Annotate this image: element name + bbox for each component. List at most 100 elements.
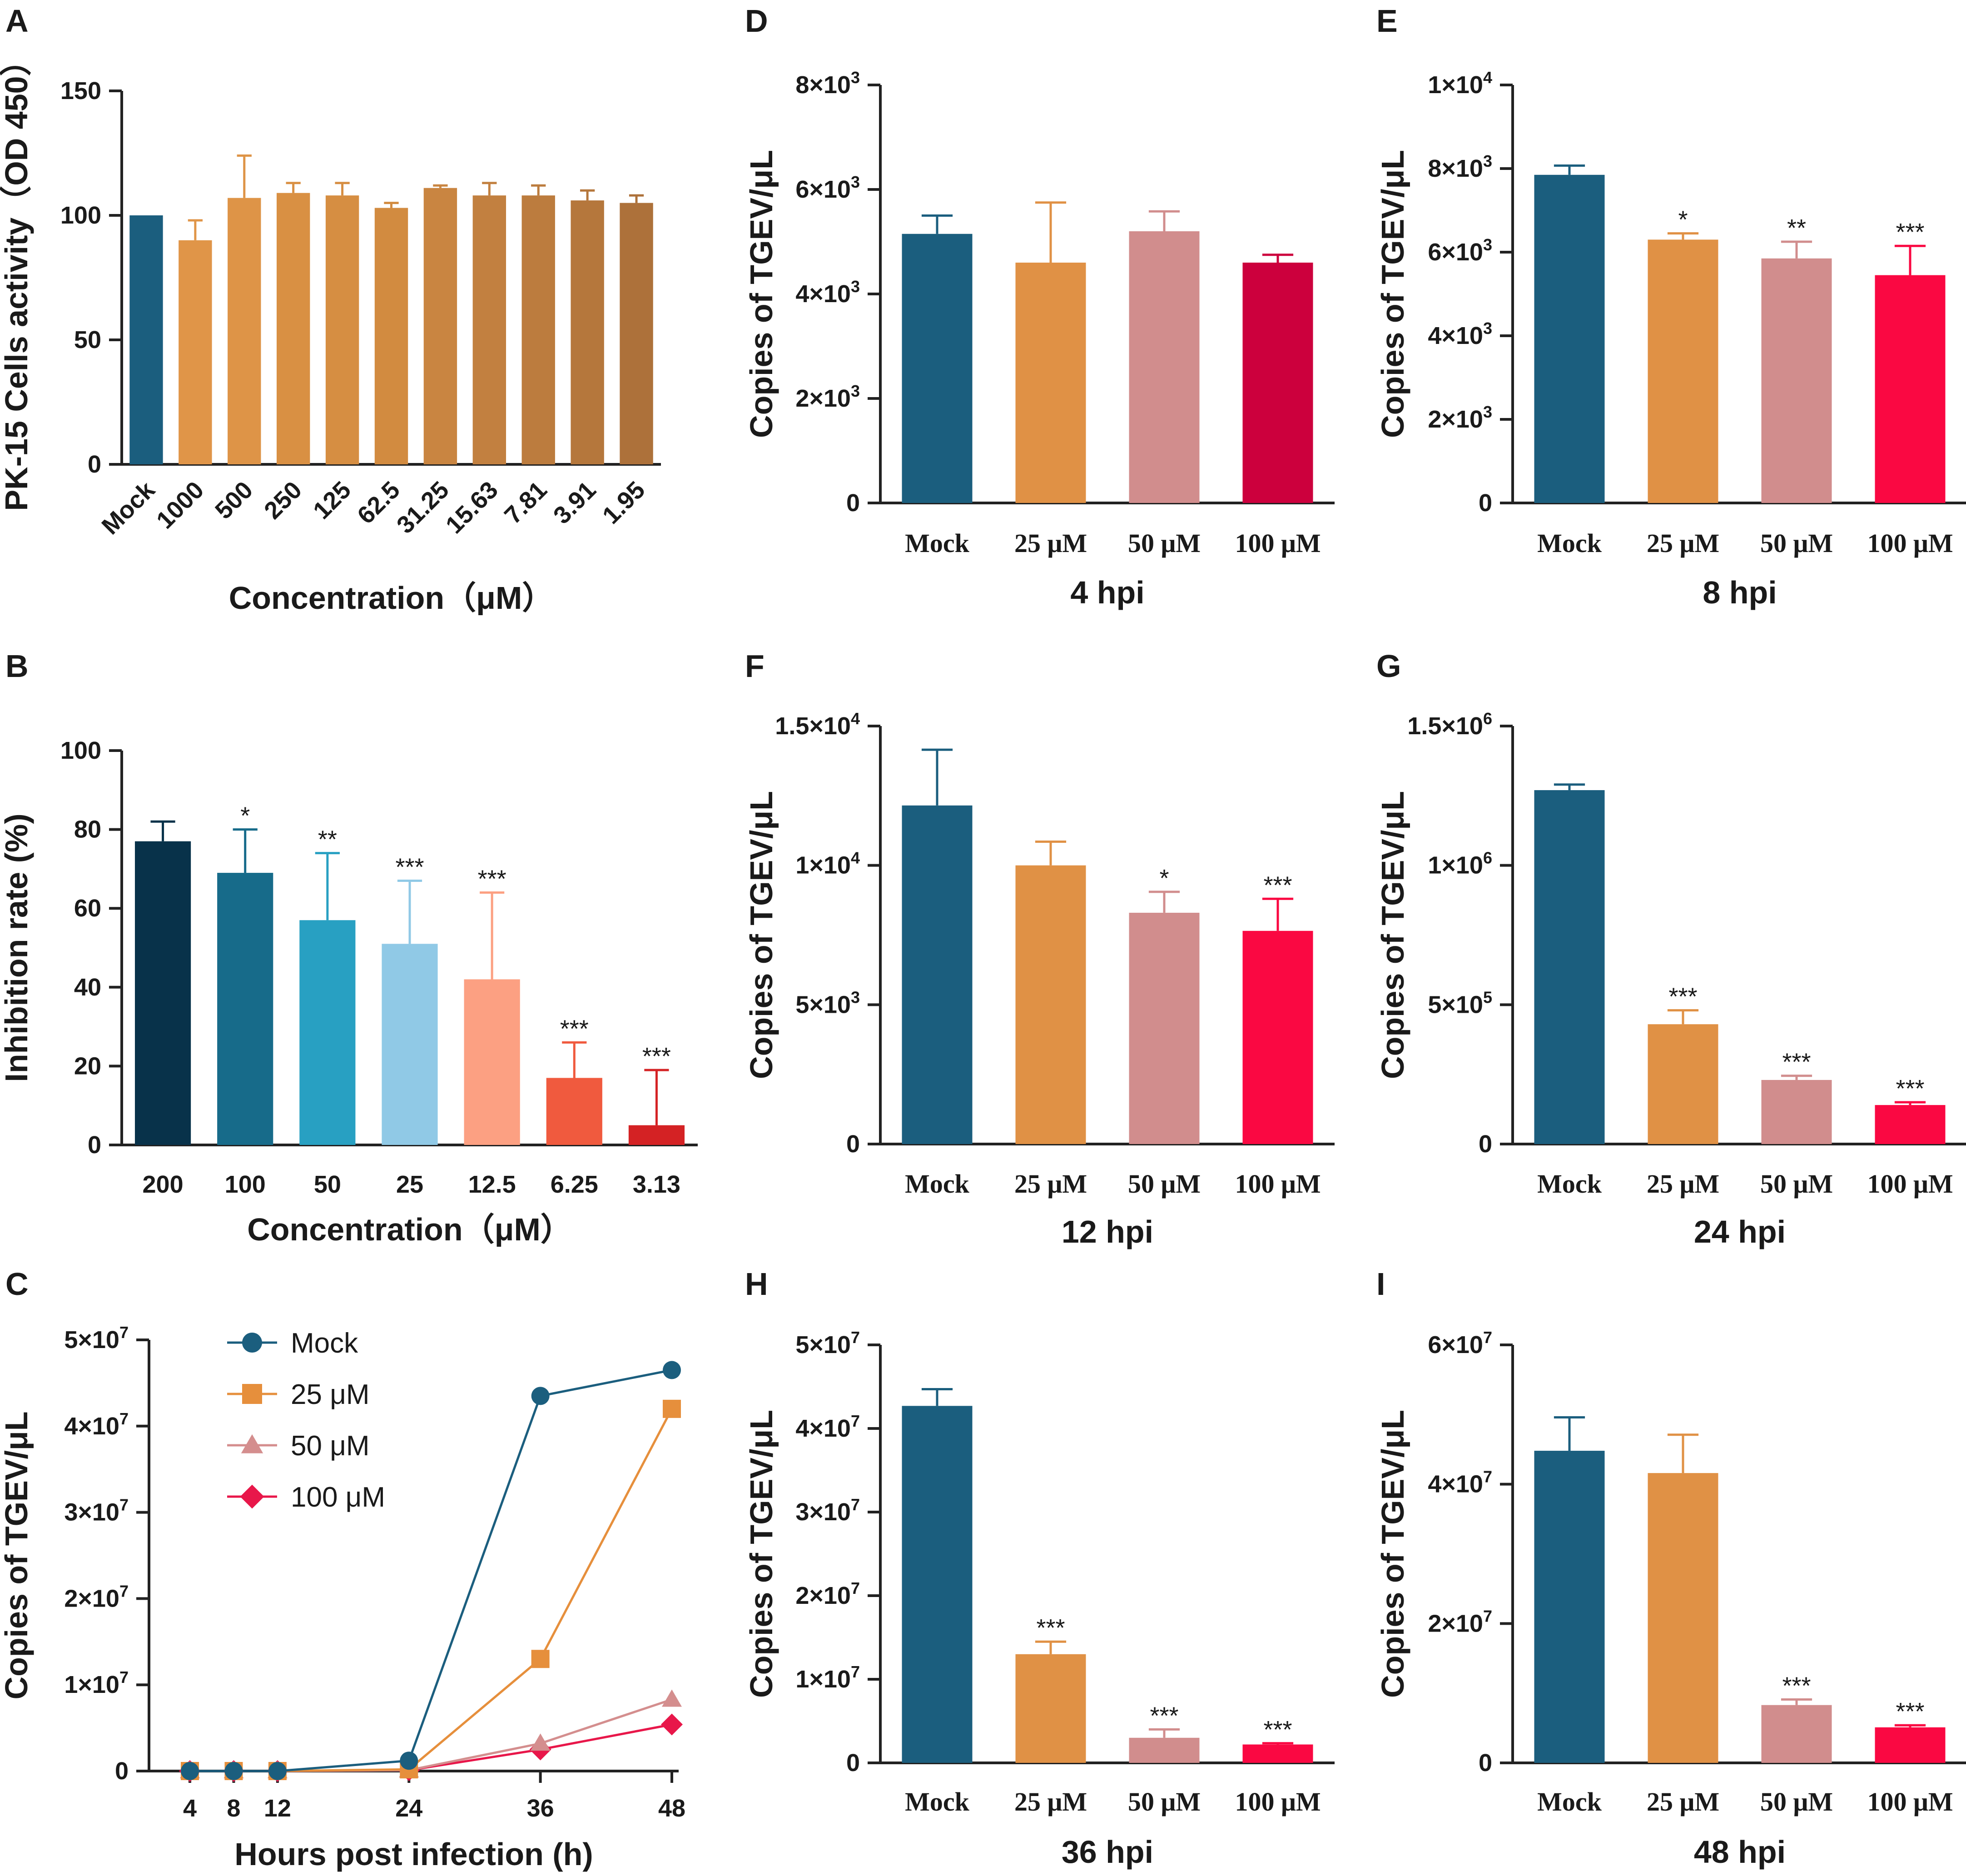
bar-25-μM — [1648, 1473, 1718, 1763]
panel-g: G 0 5×105 1×106 1.5×106 Mock *** 25 μM *** 50 μM *… — [1375, 648, 1966, 1249]
y-tick-label: 50 — [74, 326, 101, 353]
x-tick-label: 12 — [264, 1795, 291, 1822]
bar-31.25 — [423, 188, 457, 465]
x-tick-label: 7.81 — [499, 476, 552, 529]
y-tick-label: 4×107 — [1428, 1468, 1492, 1498]
y-tick-label: 0 — [846, 1749, 860, 1776]
panel-letter: E — [1376, 3, 1398, 39]
significance-marker: *** — [1668, 983, 1697, 1010]
legend-marker — [241, 1434, 263, 1453]
y-tick-label: 4×103 — [1428, 319, 1492, 349]
y-tick-label: 1×104 — [795, 849, 860, 879]
y-tick-label: 1×106 — [1428, 849, 1492, 879]
x-tick-label: 100 μM — [1867, 1787, 1953, 1816]
x-axis-title: Hours post infection (h) — [234, 1836, 593, 1872]
legend-marker — [240, 1484, 264, 1509]
y-axis-title: Inhibition rate (%) — [0, 813, 34, 1082]
x-tick-label: 15.63 — [441, 476, 503, 539]
y-tick-label: 5×105 — [1428, 988, 1492, 1018]
bar-25-μM — [1015, 865, 1086, 1144]
significance-marker: * — [1678, 206, 1688, 234]
panel-letter: B — [5, 648, 29, 684]
data-point-Mock — [268, 1762, 287, 1780]
x-axis-title: 12 hpi — [1062, 1214, 1153, 1249]
bar-50-μM — [1129, 1737, 1200, 1763]
x-tick-label: 50 μM — [1760, 1787, 1833, 1816]
y-tick-label: 6×103 — [795, 173, 860, 203]
bar-100 — [217, 873, 273, 1145]
panel-letter: I — [1376, 1266, 1385, 1302]
y-tick-label: 8×103 — [1428, 152, 1492, 182]
x-tick-label: 200 — [143, 1171, 184, 1198]
x-tick-label: Mock — [96, 476, 160, 540]
x-tick-label: 8 — [227, 1795, 240, 1822]
x-tick-label: 100 — [225, 1171, 266, 1198]
x-tick-label: 100 μM — [1235, 528, 1321, 558]
x-tick-label: 100 μM — [1867, 1169, 1953, 1199]
panel-letter: D — [745, 3, 768, 39]
panel-b: B 0 20 40 60 80 100 200 * 100 ** 50 *** 25 *** 12.5 *** 6… — [0, 648, 698, 1247]
data-point-Mock — [531, 1387, 550, 1405]
series-line-Mock — [190, 1368, 672, 1772]
bar-250 — [276, 193, 310, 464]
panel-letter: F — [745, 648, 765, 684]
y-tick-label: 2×107 — [1428, 1607, 1492, 1637]
legend-label: Mock — [291, 1328, 358, 1359]
x-tick-label: 4 — [183, 1795, 197, 1822]
bar-50-μM — [1761, 1705, 1832, 1763]
x-tick-label: Mock — [1537, 1169, 1602, 1199]
bar-100-μM — [1875, 275, 1946, 503]
bar-Mock — [902, 805, 973, 1144]
x-tick-label: 500 — [210, 476, 258, 524]
y-tick-label: 8×103 — [795, 68, 860, 99]
x-tick-label: 50 μM — [1128, 1787, 1201, 1816]
y-tick-label: 2×103 — [795, 382, 860, 412]
significance-marker: *** — [1782, 1049, 1811, 1076]
y-tick-label: 0 — [1479, 1749, 1492, 1776]
x-tick-label: 3.13 — [633, 1171, 680, 1198]
bar-3.91 — [571, 200, 604, 464]
x-axis-title: 4 hpi — [1070, 575, 1144, 610]
y-tick-label: 150 — [60, 77, 101, 104]
y-tick-label: 80 — [74, 816, 101, 843]
y-tick-label: 4×107 — [64, 1409, 129, 1440]
bar-Mock — [1534, 790, 1605, 1144]
panel-letter: H — [745, 1266, 768, 1302]
panel-letter: C — [5, 1266, 29, 1302]
bar-500 — [228, 198, 261, 464]
x-tick-label: 6.25 — [551, 1171, 598, 1198]
y-axis-title: Copies of TGEV/μL — [744, 1410, 779, 1698]
bar-7.81 — [521, 195, 555, 464]
y-tick-label: 0 — [846, 489, 860, 517]
bar-50 — [299, 920, 356, 1145]
x-tick-label: 50 μM — [1128, 1169, 1201, 1199]
y-tick-label: 0 — [1479, 1130, 1492, 1158]
x-tick-label: 1.95 — [597, 476, 650, 529]
data-point-50-μM — [662, 1689, 682, 1707]
x-tick-label: Mock — [905, 1787, 969, 1816]
significance-marker: *** — [1263, 1716, 1292, 1743]
x-tick-label: 48 — [658, 1795, 685, 1822]
x-axis-title: 36 hpi — [1062, 1834, 1153, 1870]
legend-label: 25 μM — [291, 1379, 370, 1410]
data-point-Mock — [224, 1762, 243, 1780]
y-tick-label: 6×107 — [1428, 1328, 1492, 1358]
y-tick-label: 5×107 — [795, 1328, 860, 1358]
y-tick-label: 5×103 — [795, 988, 860, 1018]
x-tick-label: 24 — [395, 1795, 422, 1822]
bar-100-μM — [1875, 1727, 1946, 1763]
legend-label: 100 μM — [291, 1482, 385, 1513]
y-axis-title: Copies of TGEV/μL — [1375, 1410, 1410, 1698]
y-tick-label: 100 — [60, 202, 101, 229]
significance-marker: ** — [318, 826, 337, 853]
significance-marker: *** — [1896, 219, 1924, 246]
x-tick-label: 50 μM — [1760, 1169, 1833, 1199]
bar-Mock — [902, 234, 973, 503]
bar-50-μM — [1761, 1080, 1832, 1144]
x-tick-label: 3.91 — [548, 476, 601, 529]
data-point-Mock — [400, 1752, 418, 1770]
y-axis-title: Copies of TGEV/μL — [1375, 150, 1410, 438]
x-tick-label: 100 μM — [1235, 1169, 1321, 1199]
